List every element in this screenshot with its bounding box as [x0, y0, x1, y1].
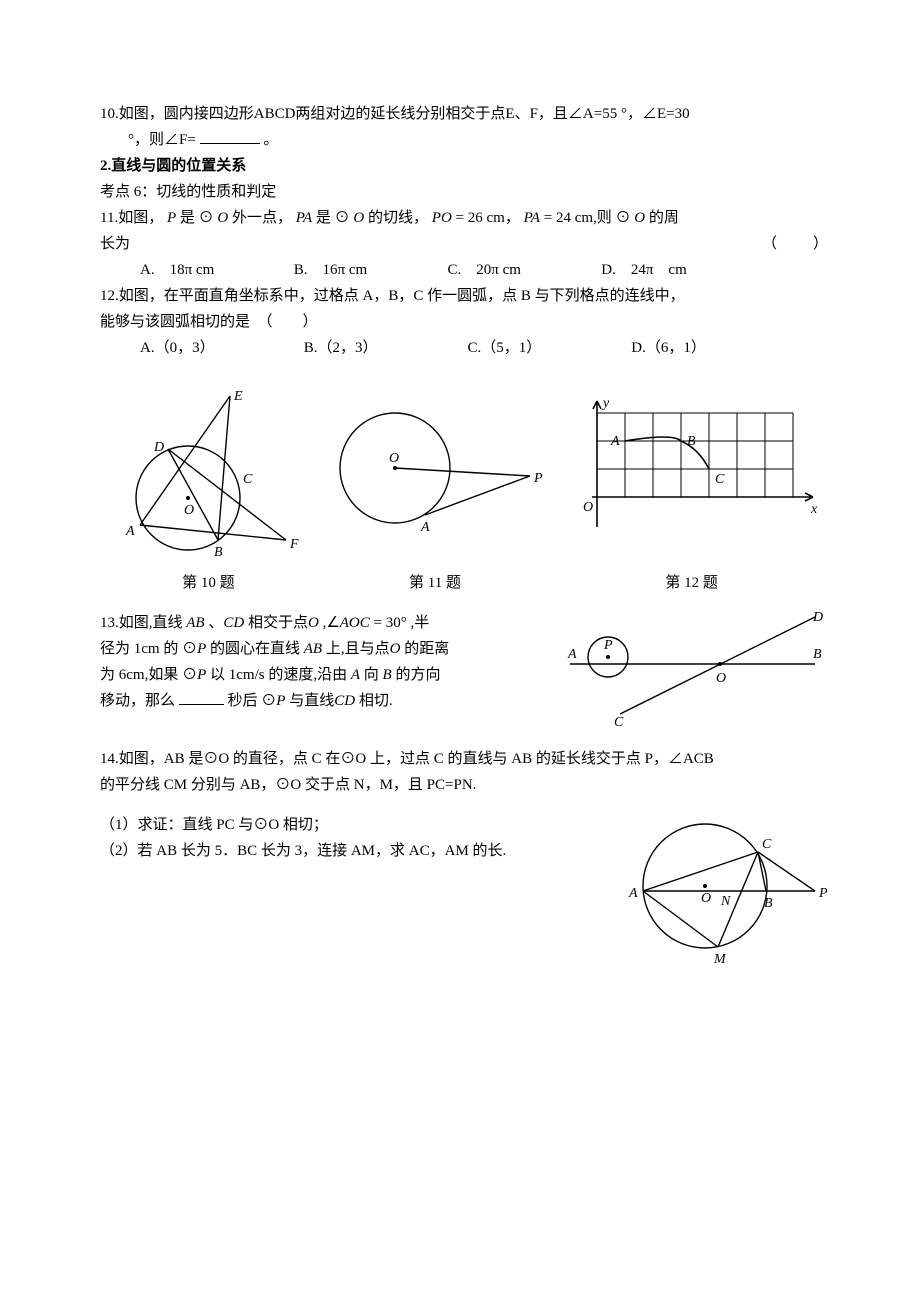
q14-l1: 14.如图，AB 是⊙O 的直径，点 C 在⊙O 上，过点 C 的直线与 AB …: [100, 747, 830, 771]
kaodian-6: 考点 6：切线的性质和判定: [100, 180, 830, 204]
figure-14-svg: A ON B P C M: [610, 811, 830, 971]
q13-l3: 为 6cm,如果 ⊙P 以 1cm/s 的速度,沿由 A 向 B 的方向: [100, 663, 542, 687]
q11-t6: = 26 cm，: [452, 210, 520, 226]
svg-text:A: A: [420, 520, 430, 535]
q12-line1: 12.如图，在平面直角坐标系中，过格点 A，B，C 作一圆弧，点 B 与下列格点…: [100, 284, 830, 308]
svg-text:A: A: [610, 434, 620, 449]
svg-text:O: O: [389, 451, 399, 466]
svg-text:P: P: [533, 471, 543, 486]
svg-text:B: B: [687, 434, 696, 449]
q12-optC[interactable]: C.（5，1）: [468, 336, 628, 360]
figure-10: E D C O A B F 第 10 题: [108, 378, 308, 595]
q12-line2: 能够与该圆弧相切的是 （ ）: [100, 310, 830, 334]
svg-text:A: A: [125, 524, 135, 539]
q13-l1: 13.如图,直线 AB 、CD 相交于点O ,∠AOC = 30° ,半: [100, 611, 542, 635]
figure-12-svg: y x O A B C: [562, 393, 822, 563]
q11-t8: 的周: [645, 210, 679, 226]
q11-t4: 是 ⊙: [312, 210, 350, 226]
svg-text:F: F: [289, 537, 299, 552]
caption-12: 第 12 题: [562, 571, 822, 595]
q13-l2: 径为 1cm 的 ⊙P 的圆心在直线 AB 上,且与点O 的距离: [100, 637, 542, 661]
svg-text:C: C: [243, 472, 253, 487]
q11-optB[interactable]: B. 16π cm: [294, 258, 444, 282]
q11-l2: 长为: [100, 236, 130, 252]
svg-text:E: E: [233, 389, 243, 404]
figure-13-svg: A B C D O P: [560, 609, 830, 729]
q10-l2b: 。: [263, 132, 278, 148]
svg-text:D: D: [153, 440, 164, 455]
svg-text:O: O: [716, 671, 726, 686]
q13-text: 13.如图,直线 AB 、CD 相交于点O ,∠AOC = 30° ,半 径为 …: [100, 609, 542, 715]
q11-t3: 外一点，: [228, 210, 292, 226]
svg-text:O: O: [184, 503, 194, 518]
q12-optA[interactable]: A.（0，3）: [140, 336, 300, 360]
q11-line1: 11.如图， P 是 ⊙ O 外一点， PA 是 ⊙ O 的切线， PO = 2…: [100, 206, 830, 230]
q14-l3: （1）求证：直线 PC 与⊙O 相切；: [100, 813, 596, 837]
svg-text:C: C: [762, 837, 772, 852]
figure-10-svg: E D C O A B F: [108, 378, 308, 563]
q11-paren: （ ）: [762, 232, 830, 256]
figure-11: O A P 第 11 题: [325, 378, 545, 595]
svg-text:y: y: [601, 396, 610, 411]
q10-line2: °，则∠F= 。: [100, 128, 830, 152]
caption-11: 第 11 题: [325, 571, 545, 595]
q11-options: A. 18π cm B. 16π cm C. 20π cm D. 24π cm: [100, 258, 830, 282]
svg-text:C: C: [715, 472, 725, 487]
figure-12: y x O A B C 第 12 题: [562, 393, 822, 595]
figures-row: E D C O A B F 第 10 题 O A P 第 11 题 y x O A B C 第 12 题: [100, 378, 830, 595]
q14-l2: 的平分线 CM 分别与 AB，⊙O 交于点 N，M，且 PC=PN.: [100, 773, 830, 797]
svg-text:B: B: [813, 647, 822, 662]
q13-l4: 移动，那么 秒后 ⊙P 与直线CD 相切.: [100, 689, 542, 713]
q13-blank[interactable]: [179, 690, 224, 705]
svg-text:P: P: [603, 638, 613, 653]
svg-text:B: B: [764, 896, 773, 911]
q11-optC[interactable]: C. 20π cm: [448, 258, 598, 282]
svg-text:B: B: [214, 545, 223, 560]
q11-optA[interactable]: A. 18π cm: [140, 258, 290, 282]
svg-text:O: O: [701, 891, 711, 906]
section-2-title: 2.直线与圆的位置关系: [100, 154, 830, 178]
q13-wrap: 13.如图,直线 AB 、CD 相交于点O ,∠AOC = 30° ,半 径为 …: [100, 609, 830, 729]
svg-text:N: N: [720, 894, 731, 909]
q11-t2: 是 ⊙: [176, 210, 214, 226]
q11-line2: 长为 （ ）: [100, 232, 830, 256]
q12-options: A.（0，3） B.（2，3） C.（5，1） D.（6，1）: [100, 336, 830, 360]
q14-l4: （2）若 AB 长为 5．BC 长为 3，连接 AM，求 AC，AM 的长.: [100, 839, 596, 863]
svg-text:A: A: [628, 886, 638, 901]
svg-text:C: C: [614, 715, 624, 729]
q10-line1: 10.如图，圆内接四边形ABCD两组对边的延长线分别相交于点E、F，且∠A=55…: [100, 102, 830, 126]
svg-text:x: x: [810, 502, 818, 517]
svg-text:M: M: [713, 952, 727, 967]
q14-subtext: （1）求证：直线 PC 与⊙O 相切； （2）若 AB 长为 5．BC 长为 3…: [100, 811, 596, 865]
caption-10: 第 10 题: [108, 571, 308, 595]
q14-wrap: （1）求证：直线 PC 与⊙O 相切； （2）若 AB 长为 5．BC 长为 3…: [100, 811, 830, 971]
svg-text:O: O: [583, 500, 593, 515]
figure-11-svg: O A P: [325, 378, 545, 563]
svg-text:A: A: [567, 647, 577, 662]
q11-t1: 11.如图，: [100, 210, 163, 226]
svg-text:D: D: [812, 610, 823, 625]
q11-optD[interactable]: D. 24π cm: [601, 258, 686, 282]
svg-text:P: P: [818, 886, 828, 901]
q10-l2a: °，则∠F=: [128, 132, 196, 148]
q12-optD[interactable]: D.（6，1）: [631, 336, 706, 360]
q12-optB[interactable]: B.（2，3）: [304, 336, 464, 360]
q11-t5: 的切线，: [364, 210, 428, 226]
q10-blank[interactable]: [200, 129, 260, 144]
q11-t7: = 24 cm,则 ⊙: [540, 210, 631, 226]
